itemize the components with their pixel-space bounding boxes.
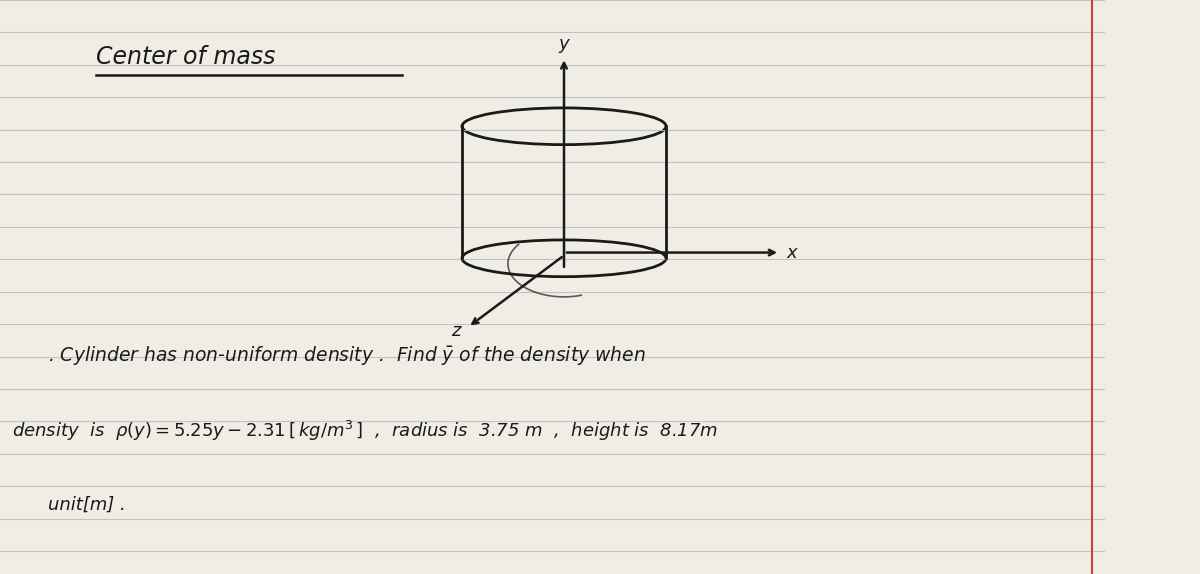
Text: z: z (451, 322, 461, 340)
Text: . Cylinder has non-uniform density .  Find $\bar{y}$ of the density when: . Cylinder has non-uniform density . Fin… (48, 344, 646, 367)
Text: density  is  $\rho(y) = 5.25y - 2.31\,[\,kg/m^3\,]$  ,  radius is  3.75 m  ,  he: density is $\rho(y) = 5.25y - 2.31\,[\,k… (12, 418, 718, 443)
Text: unit[m] .: unit[m] . (48, 496, 126, 514)
Text: x: x (786, 243, 797, 262)
Text: y: y (559, 35, 569, 53)
Text: Center of mass: Center of mass (96, 45, 275, 69)
